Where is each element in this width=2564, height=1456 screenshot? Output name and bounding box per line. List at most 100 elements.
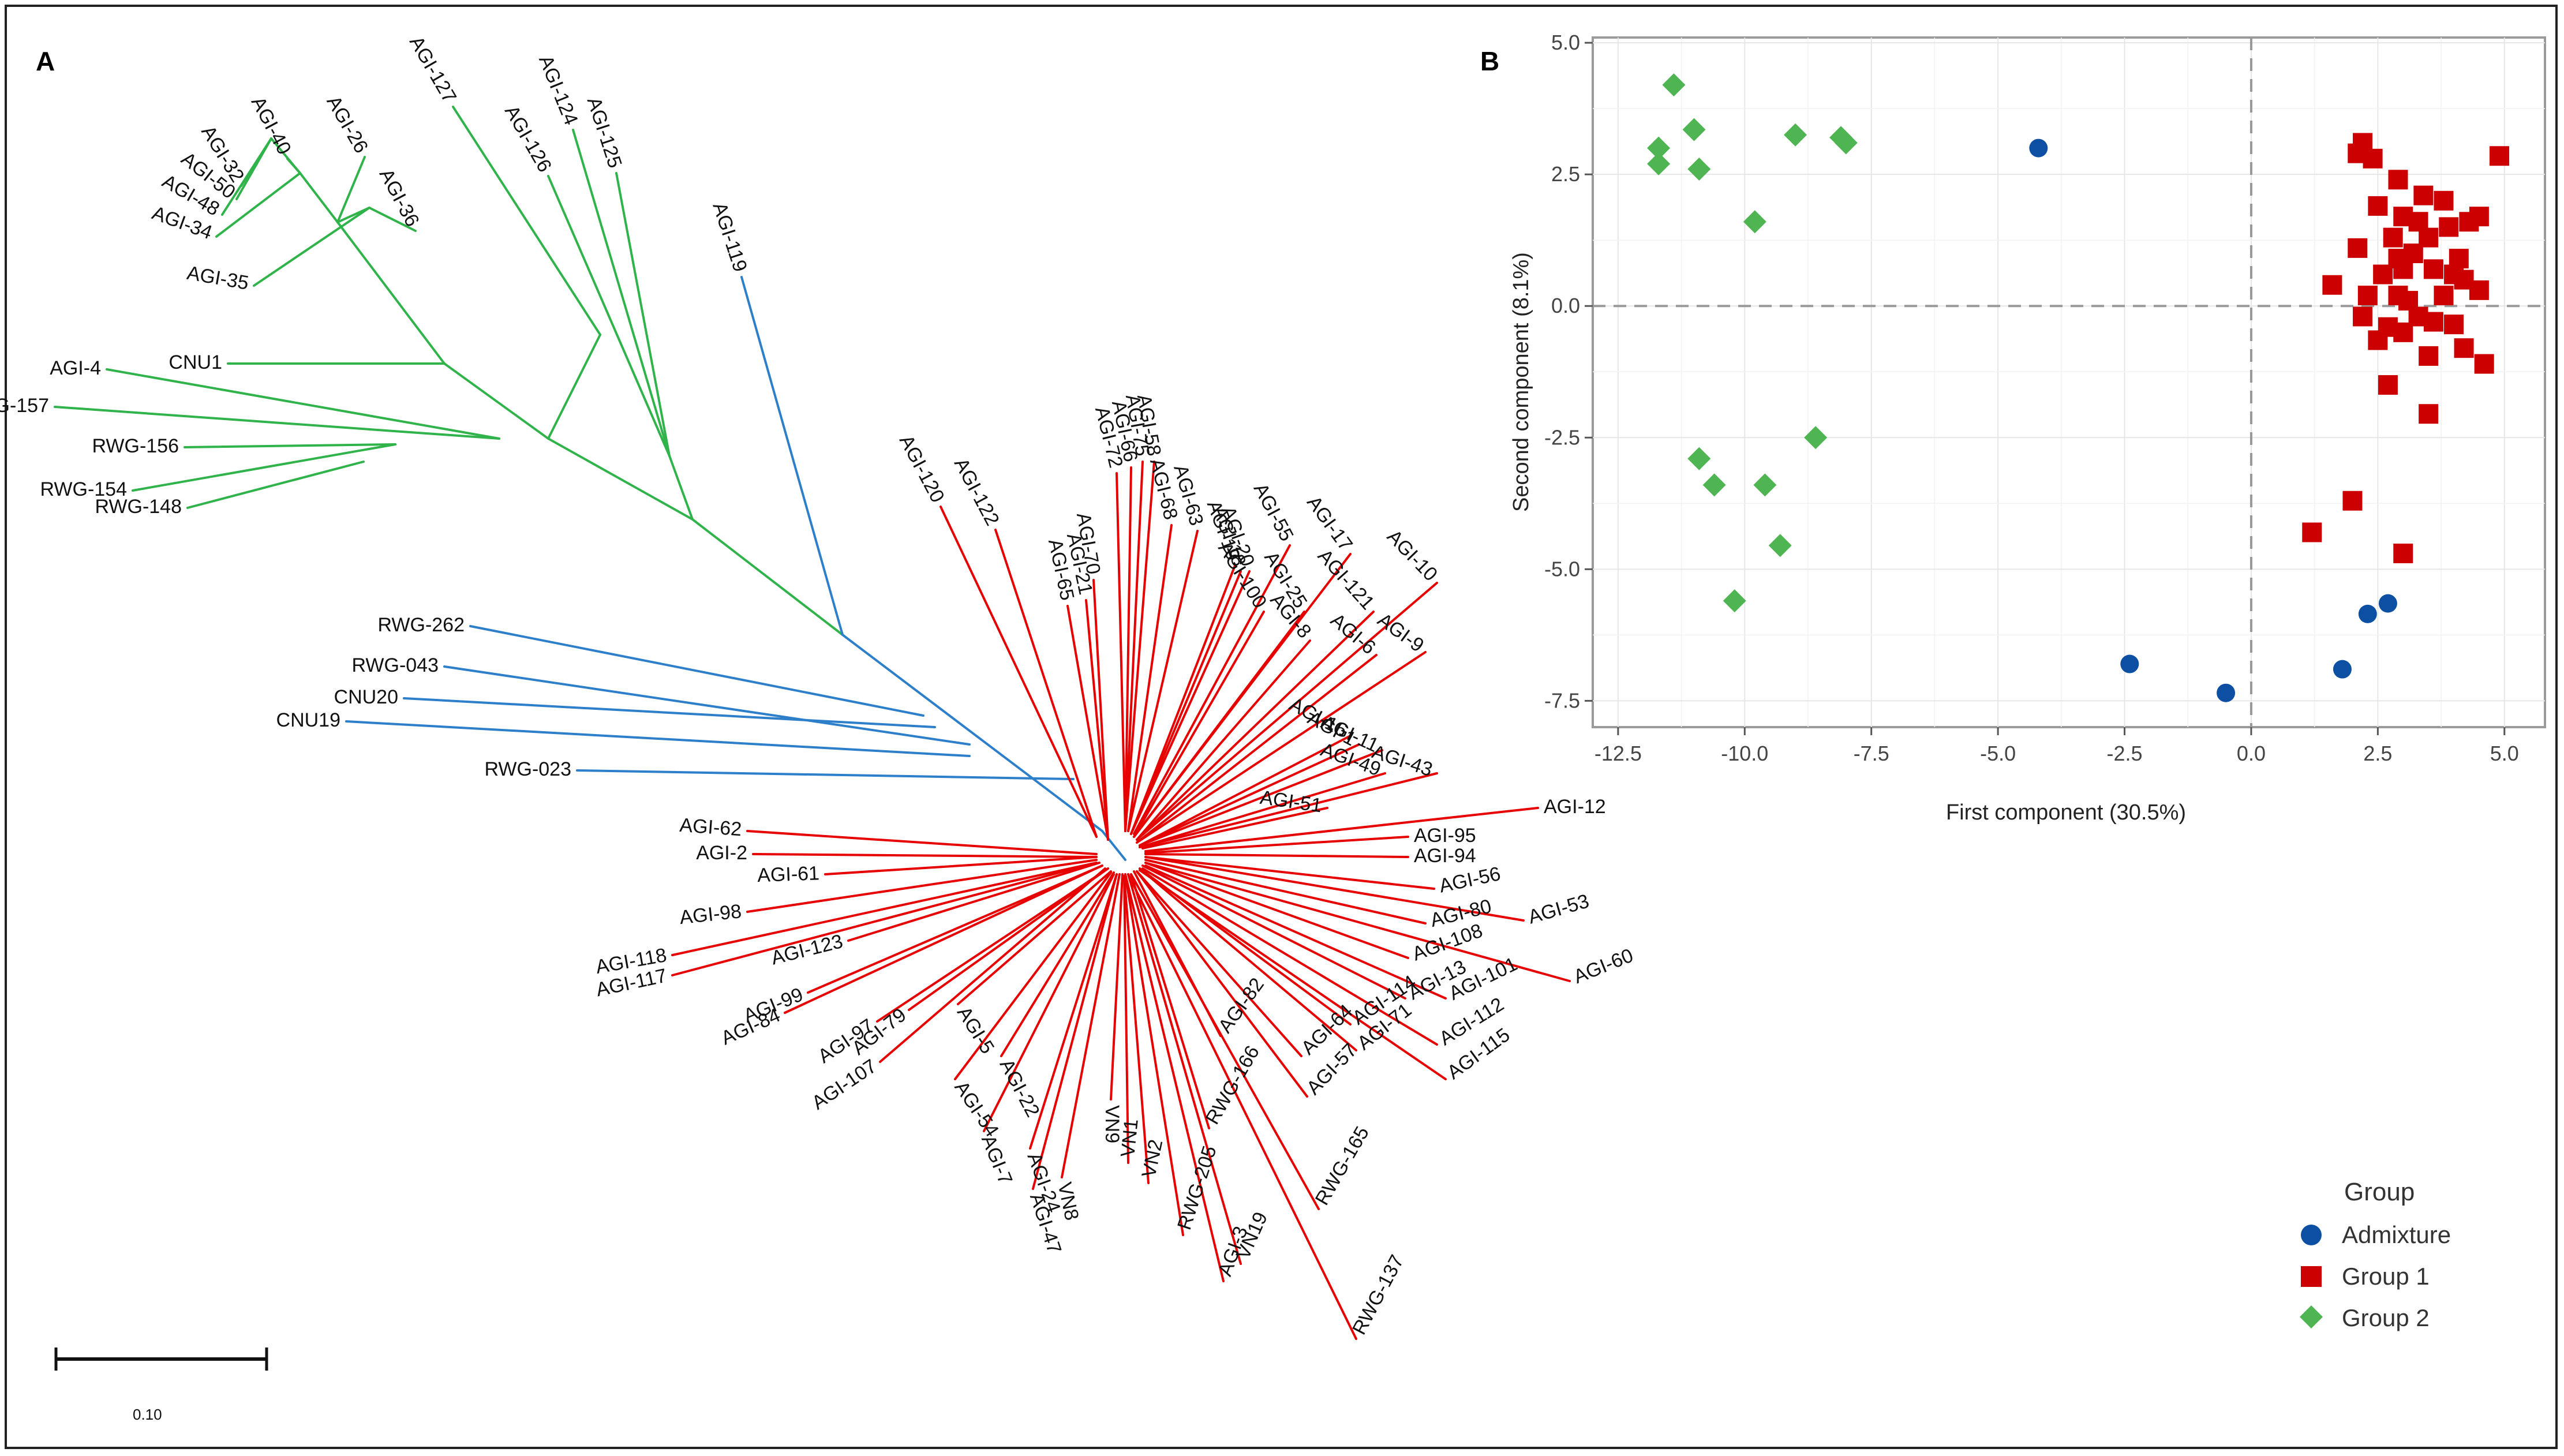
point-group-1 — [2353, 306, 2373, 327]
x-tick-label: -7.5 — [1854, 742, 1889, 765]
branch-agi-123 — [847, 862, 1101, 942]
branch-agi-63 — [1127, 530, 1199, 832]
branch-rwg-043 — [443, 665, 971, 746]
panel-b-label: B — [1480, 46, 1499, 76]
point-group-2 — [1834, 131, 1858, 155]
tip-label-agi-121: AGI-121 — [1313, 545, 1379, 614]
branch-agi-115 — [1139, 869, 1447, 1080]
tip-label-agi-36: AGI-36 — [375, 165, 424, 230]
scale-bar: 0.10 — [54, 1348, 268, 1423]
branch-rwg-154 — [132, 443, 396, 492]
point-group-1 — [2368, 330, 2388, 350]
tip-label-agi-22: AGI-22 — [995, 1055, 1044, 1121]
branch-agi-65 — [1066, 605, 1109, 841]
tip-label-agi-4: AGI-4 — [50, 357, 101, 379]
tip-label-agi-61: AGI-61 — [757, 862, 820, 886]
branch-agi-75 — [1124, 461, 1144, 832]
tip-label-rwg-148: RWG-148 — [95, 496, 182, 518]
point-group-1 — [2419, 404, 2439, 424]
branch-agi-100 — [1133, 611, 1265, 838]
panel-a-label: A — [36, 46, 55, 76]
point-group-2 — [1743, 210, 1766, 234]
branch-agi-101 — [1144, 864, 1447, 1000]
plot-gridlines — [1593, 38, 2545, 727]
point-group-2 — [1784, 123, 1807, 147]
point-group-1 — [2357, 285, 2378, 305]
tip-label-agi-126: AGI-126 — [500, 102, 556, 176]
legend-title: Group — [2344, 1178, 2415, 1206]
branch-rwg-262 — [469, 625, 924, 717]
point-group-2 — [1702, 473, 1726, 497]
x-tick-label: 2.5 — [2363, 742, 2392, 765]
branch-agi-94 — [1144, 853, 1409, 858]
branch-agi-56 — [1144, 856, 1435, 890]
point-group-2 — [1647, 136, 1671, 160]
branch-agi-2 — [752, 853, 1098, 858]
branch-agi-98 — [746, 859, 1098, 913]
point-group-1 — [2368, 196, 2388, 216]
branch-agi-55 — [1133, 544, 1291, 835]
point-group-1 — [2419, 346, 2439, 366]
point-group-1 — [2378, 375, 2398, 395]
branch-vn9 — [1110, 873, 1124, 1101]
point-group-2 — [1662, 73, 1686, 97]
point-group-2 — [1768, 534, 1792, 557]
branch-agi-53 — [1144, 856, 1525, 922]
root-branch — [1101, 830, 1126, 861]
point-group-1 — [2322, 275, 2342, 295]
tip-label-cnu19: CNU19 — [276, 709, 340, 731]
point-group-1 — [2373, 264, 2393, 285]
point-group-1 — [2434, 285, 2454, 305]
scale-bar-label: 0.10 — [133, 1406, 162, 1423]
branch-agi-66 — [1124, 466, 1132, 832]
axis-ticks: -12.5 -10.0 -7.5 -5.0 -2.5 0.0 2.5 5.0 -7.5 -5.0 -… — [1544, 31, 2519, 765]
scatter-points — [1647, 73, 2510, 702]
branch-agi-119 — [740, 276, 844, 636]
point-group-1 — [2302, 522, 2322, 542]
tip-label-agi-119: AGI-119 — [708, 200, 751, 275]
legend: Group Admixture Group 1 Group 2 — [2300, 1178, 2451, 1331]
tip-label-agi-53: AGI-53 — [1526, 890, 1592, 928]
branch-agi-54 — [954, 871, 1112, 1080]
branch-agi-6 — [1136, 654, 1378, 844]
x-tick-label: -12.5 — [1594, 742, 1642, 765]
branch-rwg-148 — [186, 461, 365, 509]
branch-agi-99 — [807, 864, 1103, 994]
tip-label-rwg-023: RWG-023 — [484, 758, 571, 780]
point-group-2 — [1753, 473, 1777, 497]
branch-agi-3 — [1124, 873, 1225, 1282]
branch-agi-21 — [1085, 599, 1109, 841]
x-tick-label: 5.0 — [2490, 742, 2519, 765]
y-tick-label: -2.5 — [1544, 425, 1580, 449]
tip-label-agi-62: AGI-62 — [679, 814, 742, 840]
point-group-1 — [2393, 543, 2413, 563]
tip-label-agi-60: AGI-60 — [1570, 944, 1636, 988]
tip-label-agi-12: AGI-12 — [1544, 796, 1606, 818]
plot-panel-border — [1592, 36, 2546, 728]
point-group-1 — [2423, 312, 2443, 332]
branch-agi-49 — [1139, 772, 1386, 848]
point-group-1 — [2490, 146, 2510, 166]
branch-agi-124 — [572, 129, 671, 457]
x-tick-label: -5.0 — [1980, 742, 2016, 765]
point-group-1 — [2469, 207, 2489, 227]
tip-label-agi-120: AGI-120 — [895, 432, 949, 507]
reference-lines — [1593, 38, 2545, 727]
point-group-1 — [2469, 280, 2489, 300]
branch-agi-51 — [1141, 807, 1328, 849]
branch-agi-19 — [1130, 564, 1236, 835]
branch-agi-62 — [746, 830, 1098, 855]
branch-agi-122 — [994, 529, 1098, 838]
point-group-1 — [2454, 338, 2474, 358]
branch-agi-9 — [1136, 651, 1427, 844]
point-admixture — [2029, 139, 2048, 158]
branch-rwg-023 — [576, 769, 1075, 780]
tip-label-agi-51: AGI-51 — [1259, 787, 1323, 817]
tip-label-rwg-157: RWG-157 — [0, 395, 49, 417]
tip-label-rwg-137: RWG-137 — [1348, 1251, 1408, 1338]
branch-agi-108 — [1144, 862, 1409, 959]
legend-marker-admixture — [2301, 1225, 2322, 1245]
branch-agi-11 — [1139, 749, 1383, 847]
tip-label-vn9: VN9 — [1101, 1105, 1123, 1143]
branch-rwg-156 — [184, 443, 396, 448]
